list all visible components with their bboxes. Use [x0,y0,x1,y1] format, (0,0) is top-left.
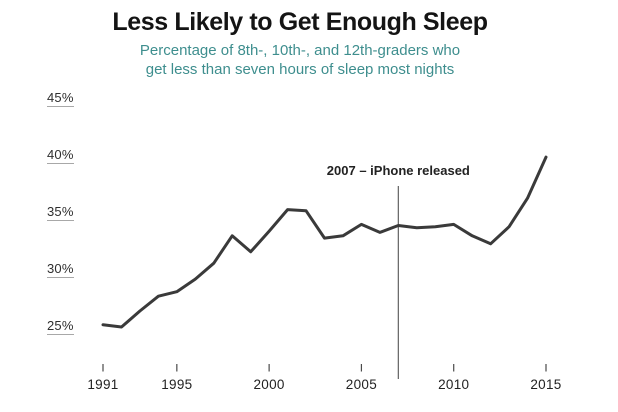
chart-title: Less Likely to Get Enough Sleep [112,8,488,36]
x-axis-label-2005: 2005 [345,377,378,392]
x-axis-label-2015: 2015 [530,377,562,392]
chart-subtitle: Percentage of 8th-, 10th-, and 12th-grad… [0,41,600,79]
y-axis-label-40: 40% [47,147,74,164]
x-axis-label-2000: 2000 [253,377,285,392]
iphone-annotation-label: 2007 – iPhone released [326,163,470,178]
chart-subtitle-line-2: get less than seven hours of sleep most … [145,61,455,78]
sleep-percentage-line [101,155,548,329]
y-axis-label-30: 30% [47,261,74,278]
chart-subtitle-line-1: Percentage of 8th-, 10th-, and 12th-grad… [139,42,461,59]
x-axis-label-1995: 1995 [161,377,193,392]
y-axis-label-45: 45% [47,90,74,107]
x-axis-label-2010: 2010 [438,377,470,392]
y-axis-label-35: 35% [47,204,74,221]
y-axis-label-25: 25% [47,318,74,335]
x-axis-label-1991: 1991 [87,377,119,392]
